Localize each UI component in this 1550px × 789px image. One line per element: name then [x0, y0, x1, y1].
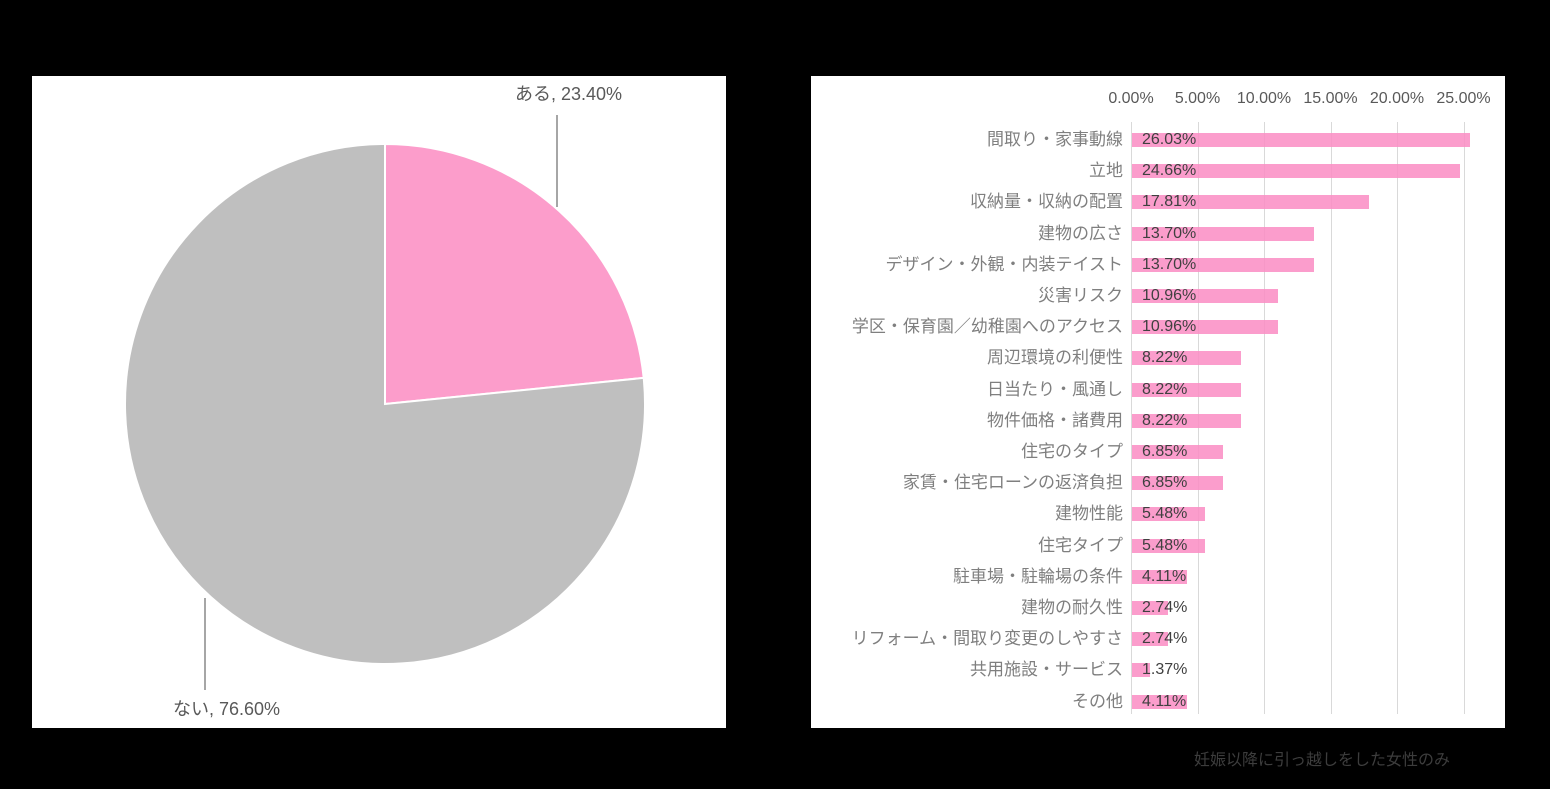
category-label: 家賃・住宅ローンの返済負担 — [902, 473, 1123, 493]
gridline — [1463, 122, 1465, 714]
category-label: 災害リスク — [1038, 286, 1123, 305]
category-label: 共用施設・サービス — [970, 660, 1123, 680]
value-label: 4.11% — [1142, 567, 1187, 585]
bar — [1132, 320, 1278, 335]
category-label: 建物の耐久性 — [1021, 598, 1123, 617]
x-axis-tick-label: 25.00% — [1436, 90, 1491, 107]
bar — [1132, 257, 1315, 272]
bar — [1132, 382, 1242, 397]
x-axis-tick-label: 5.00% — [1174, 90, 1221, 107]
bar — [1132, 351, 1242, 366]
x-axis-tick-label: 0.00% — [1108, 90, 1154, 107]
category-label: 物件価格・諸費用 — [987, 410, 1123, 430]
bar — [1132, 632, 1169, 647]
value-label: 6.85% — [1142, 443, 1188, 460]
x-axis-tick-label: 15.00% — [1303, 90, 1358, 107]
leader-line-aru — [556, 115, 558, 207]
bar — [1132, 413, 1242, 428]
bar — [1132, 663, 1151, 678]
value-label: 13.70% — [1142, 224, 1197, 242]
gridline — [1330, 122, 1332, 714]
category-label: リフォーム・間取り変更のしやすさ — [851, 629, 1123, 649]
value-label: 24.66% — [1142, 162, 1197, 180]
value-label: 2.74% — [1142, 630, 1188, 648]
bar — [1132, 507, 1205, 522]
footnote: 妊娠以降に引っ越しをした女性のみ — [1193, 752, 1450, 769]
value-label: 26.03% — [1142, 131, 1197, 148]
value-label: 8.22% — [1142, 380, 1188, 398]
category-label: 日当たり・風通し — [987, 379, 1123, 399]
value-label: 1.37% — [1142, 661, 1188, 679]
bar — [1132, 164, 1460, 179]
value-label: 17.81% — [1142, 193, 1197, 211]
category-label: 収納量・収納の配置 — [970, 192, 1123, 212]
category-label: その他 — [1072, 691, 1123, 711]
value-label: 10.96% — [1142, 287, 1197, 304]
pie-slice-label-nai: ない, 76.60% — [173, 699, 281, 719]
gridline — [1131, 122, 1132, 714]
bar — [1132, 694, 1187, 709]
bar — [1132, 445, 1224, 459]
bar — [1132, 133, 1470, 147]
category-label: 学区・保育園／幼稚園へのアクセス — [851, 317, 1123, 337]
category-label: 建物の広さ — [1038, 223, 1123, 243]
bar — [1132, 569, 1187, 584]
pie-slice-label-aru: ある, 23.40% — [515, 84, 623, 104]
leader-line-nai — [204, 598, 206, 690]
x-axis-tick-label: 10.00% — [1236, 90, 1292, 107]
pie-slice-0 — [384, 142, 645, 406]
category-label: 住宅タイプ — [1038, 535, 1123, 555]
bar — [1132, 195, 1369, 210]
bar — [1132, 226, 1315, 241]
category-label: 駐車場・駐輪場の条件 — [953, 566, 1123, 586]
bar — [1132, 476, 1224, 491]
value-label: 2.74% — [1142, 599, 1188, 616]
x-axis-tick-label: 20.00% — [1369, 90, 1425, 107]
value-label: 5.48% — [1142, 505, 1188, 523]
category-label: デザイン・外観・内装テイスト — [885, 254, 1124, 274]
category-label: 間取り・家事動線 — [987, 130, 1123, 149]
gridline — [1397, 122, 1398, 714]
value-label: 8.22% — [1142, 411, 1188, 429]
value-label: 6.85% — [1142, 474, 1188, 492]
pie-slice-1 — [124, 142, 647, 665]
value-label: 5.48% — [1142, 536, 1188, 554]
bar — [1132, 289, 1278, 303]
value-label: 13.70% — [1142, 255, 1197, 273]
category-label: 建物性能 — [1055, 504, 1123, 524]
value-label: 8.22% — [1142, 349, 1188, 367]
category-label: 立地 — [1089, 161, 1123, 181]
category-label: 周辺環境の利便性 — [987, 348, 1123, 368]
pie-chart-panel: ある, 23.40% ない, 76.60% — [32, 76, 726, 728]
pie-chart-svg — [124, 142, 647, 665]
bar — [1132, 538, 1205, 553]
value-label: 10.96% — [1142, 318, 1197, 336]
category-label: 住宅のタイプ — [1021, 442, 1123, 461]
bar — [1132, 601, 1169, 615]
value-label: 4.11% — [1142, 692, 1187, 710]
bar-chart-panel: 0.00% 5.00% 10.00% 15.00% 20.00% 25.00% 間取り・家事… — [811, 76, 1505, 728]
gridline — [1264, 122, 1265, 714]
